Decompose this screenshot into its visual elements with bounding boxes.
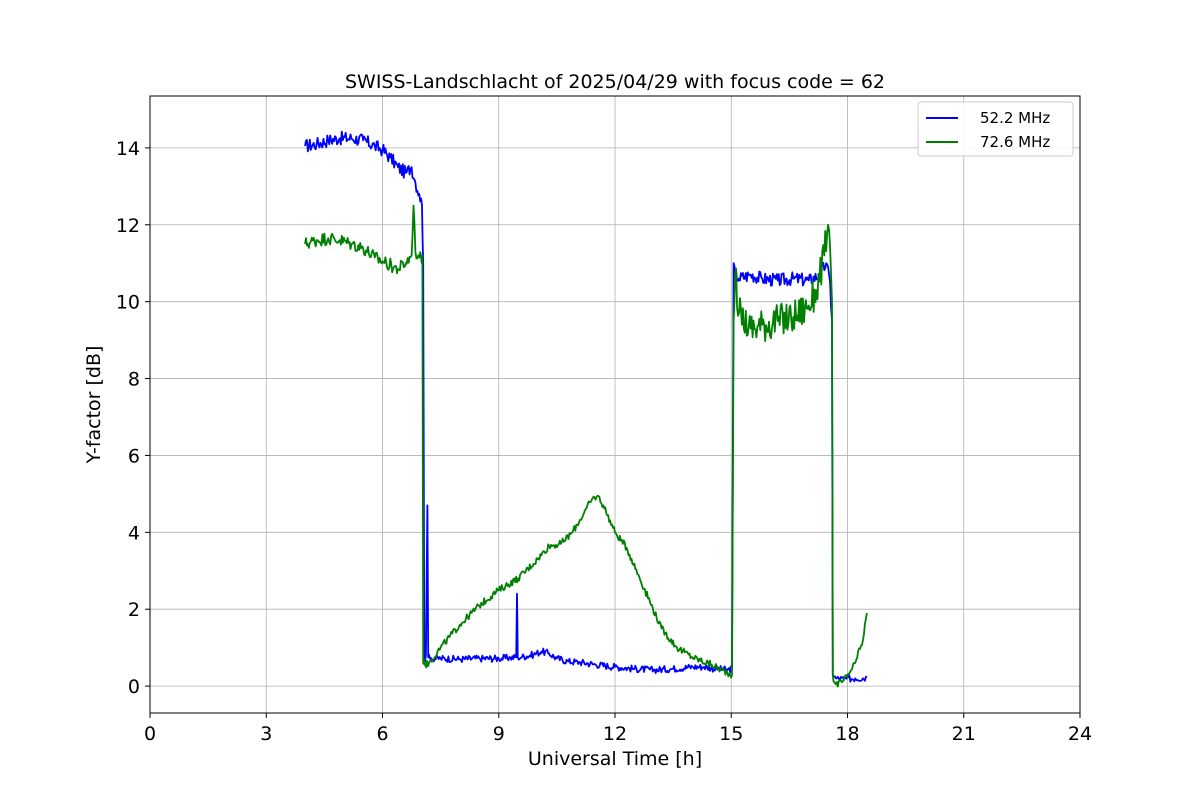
y-tick-label: 0 [128, 676, 140, 698]
x-axis-label: Universal Time [h] [528, 748, 702, 770]
y-axis-label: Y-factor [dB] [83, 346, 105, 465]
y-tick-label: 10 [116, 292, 140, 314]
y-tick-label: 2 [128, 599, 140, 621]
x-tick-label: 24 [1068, 723, 1092, 745]
legend: 52.2 MHz 72.6 MHz [917, 101, 1074, 157]
series-layer [304, 130, 868, 688]
y-tick-label: 4 [128, 522, 140, 544]
x-tick-label: 3 [260, 723, 272, 745]
legend-entry-label: 72.6 MHz [980, 133, 1050, 151]
y-tick-label: 6 [128, 445, 140, 467]
x-tick-label: 9 [493, 723, 505, 745]
x-tick-label: 12 [603, 723, 627, 745]
y-tick-label: 12 [116, 215, 140, 237]
x-tick-label: 6 [376, 723, 388, 745]
legend-entry-label: 52.2 MHz [980, 109, 1050, 127]
y-tick-label: 8 [128, 369, 140, 391]
series-line-2 [304, 204, 868, 688]
x-tick-label: 21 [952, 723, 976, 745]
x-tick-label: 0 [144, 723, 156, 745]
y-tick-label: 14 [116, 138, 140, 160]
x-tick-label: 18 [835, 723, 859, 745]
chart-title: SWISS-Landschlacht of 2025/04/29 with fo… [345, 71, 885, 93]
x-tick-label: 15 [719, 723, 743, 745]
series-line-1 [304, 130, 868, 683]
